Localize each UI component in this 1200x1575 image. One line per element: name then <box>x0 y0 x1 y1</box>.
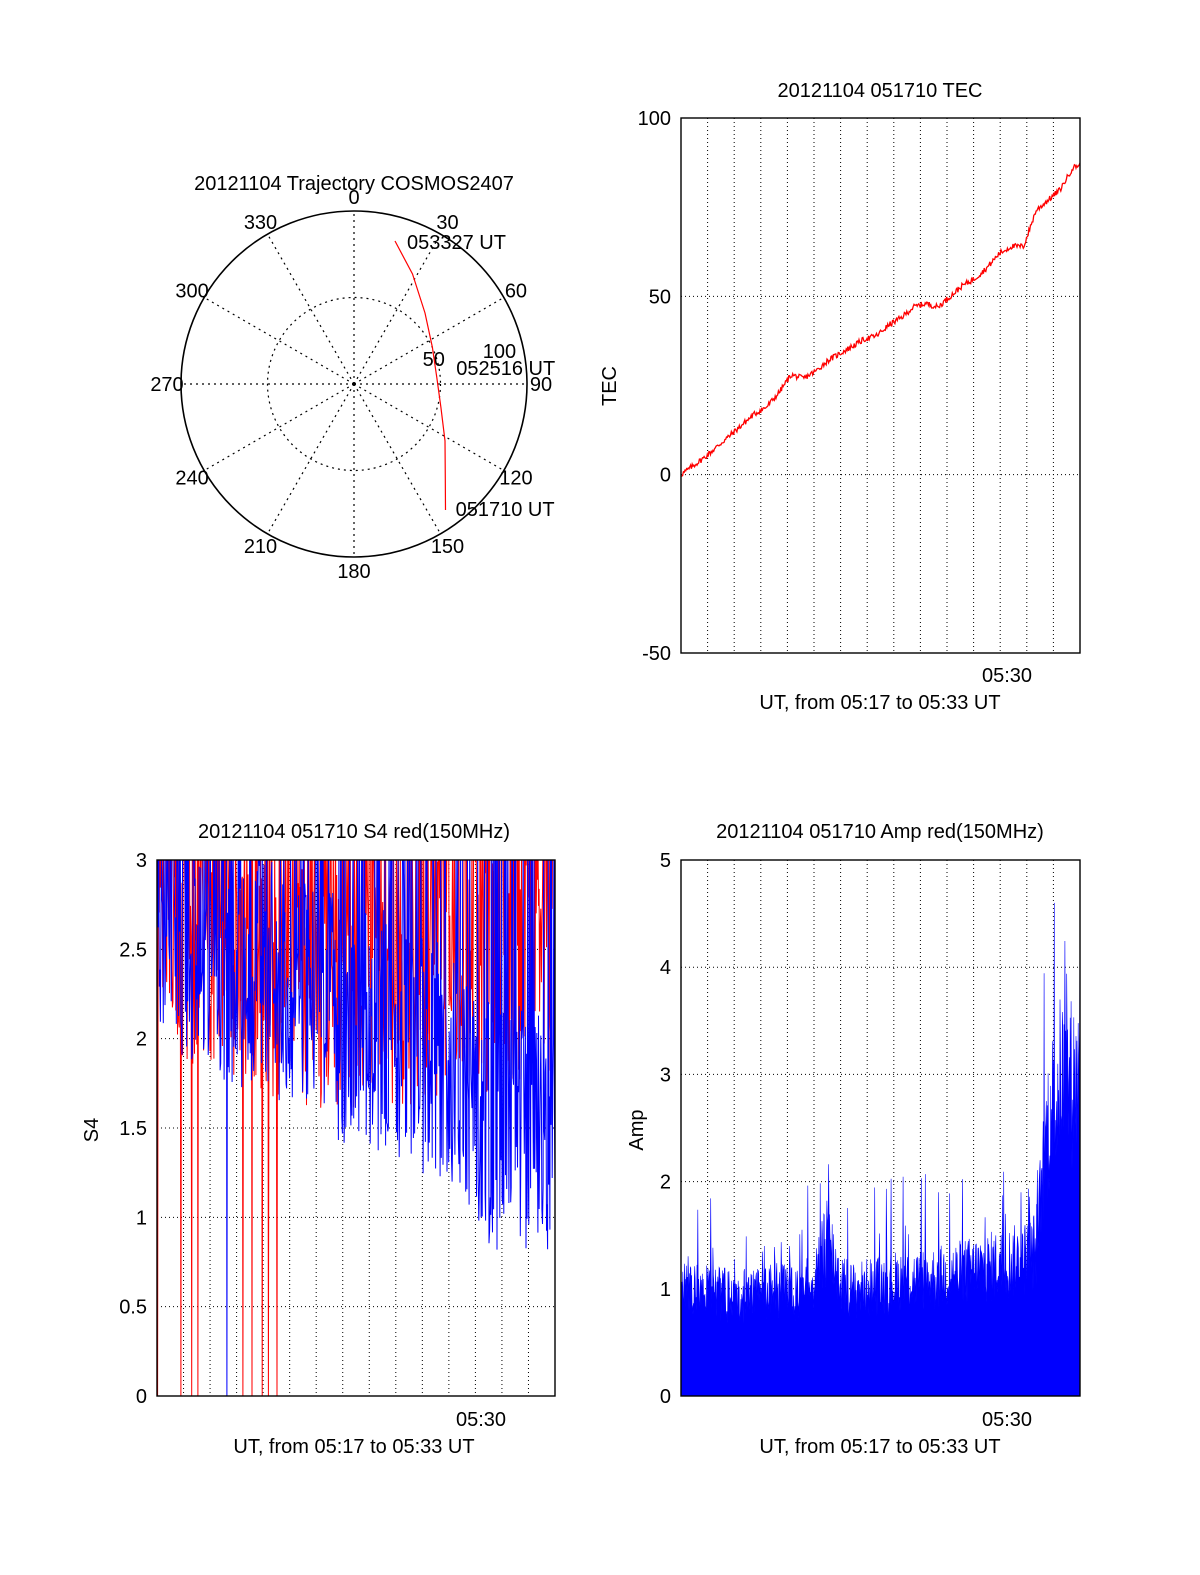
polar-angle-label: 150 <box>431 536 464 558</box>
trajectory-annotations: 053327 UT 052516 UT 051710 UT <box>407 232 555 521</box>
s4-panel: 20121104 051710 S4 red(150MHz) S4 05:30 … <box>81 821 556 1458</box>
s4-ytick-label: 0 <box>136 1386 147 1408</box>
polar-spoke <box>353 383 442 535</box>
polar-angle-label: 210 <box>244 536 277 558</box>
amp-xlabel: UT, from 05:17 to 05:33 UT <box>759 1436 1000 1458</box>
amp-panel: 20121104 051710 Amp red(150MHz) Amp 05:3… <box>626 821 1081 1458</box>
polar-angle-label: 120 <box>499 468 532 490</box>
tec-ytick-label: 50 <box>649 286 671 308</box>
polar-panel: 20121104 Trajectory COSMOS2407 0 30 60 90 12… <box>150 173 555 583</box>
tec-title: 20121104 051710 TEC <box>778 80 983 102</box>
amp-ytick-label: 4 <box>660 957 671 979</box>
amp-ytick-label: 2 <box>660 1172 671 1194</box>
s4-ytick-label: 1.5 <box>119 1118 147 1140</box>
tec-ylabel: TEC <box>599 366 621 406</box>
tec-ytick-label: -50 <box>642 643 671 665</box>
trajectory-time-label: 053327 UT <box>407 232 506 254</box>
polar-angle-label: 180 <box>337 561 370 583</box>
polar-spoke <box>353 296 505 385</box>
polar-spoke <box>353 233 442 385</box>
s4-plot-area: 0 0.5 1 1.5 2 2.5 3 <box>119 850 556 1408</box>
amp-ytick-label: 1 <box>660 1279 671 1301</box>
tec-panel: 20121104 051710 TEC TEC 05:30 UT, from 0… <box>599 80 1081 714</box>
tec-xlabel: UT, from 05:17 to 05:33 UT <box>759 692 1000 714</box>
tec-ytick-label: 100 <box>638 108 671 130</box>
polar-angle-label: 270 <box>150 374 183 396</box>
s4-ytick-label: 3 <box>136 850 147 872</box>
polar-spoke <box>353 383 505 472</box>
polar-angle-label: 30 <box>436 212 458 234</box>
amp-plot-area: 0 1 2 3 4 5 <box>660 850 1081 1408</box>
amp-axes-frame <box>680 859 1081 1397</box>
tec-axes-frame <box>680 117 1081 654</box>
s4-xtick-label: 05:30 <box>456 1409 506 1431</box>
polar-inner-circle <box>266 296 442 472</box>
trajectory-line <box>394 240 447 511</box>
polar-title: 20121104 Trajectory COSMOS2407 <box>194 173 514 195</box>
amp-ytick-label: 3 <box>660 1064 671 1086</box>
polar-spoke <box>203 383 355 472</box>
polar-angle-label: 330 <box>244 212 277 234</box>
polar-angle-label: 0 <box>348 187 359 209</box>
polar-angle-label: 60 <box>505 281 527 303</box>
s4-series-blue <box>157 860 555 1396</box>
s4-ytick-label: 0.5 <box>119 1297 147 1319</box>
s4-axes-frame <box>156 859 556 1397</box>
polar-angle-label: 240 <box>175 468 208 490</box>
amp-series-area <box>680 902 1081 1397</box>
s4-ylabel: S4 <box>81 1118 103 1142</box>
polar-angle-label: 300 <box>175 281 208 303</box>
trajectory-time-label: 052516 UT <box>456 358 555 380</box>
polar-outer-circle <box>180 210 528 558</box>
tec-xtick-label: 05:30 <box>982 665 1032 687</box>
polar-angle-label: 90 <box>530 374 552 396</box>
s4-xlabel: UT, from 05:17 to 05:33 UT <box>233 1436 474 1458</box>
amp-title: 20121104 051710 Amp red(150MHz) <box>716 821 1044 843</box>
trajectory-time-label: 051710 UT <box>456 499 555 521</box>
polar-spoke <box>203 296 355 385</box>
s4-ytick-label: 2.5 <box>119 939 147 961</box>
s4-title: 20121104 051710 S4 red(150MHz) <box>198 821 510 843</box>
amp-ylabel: Amp <box>626 1109 648 1150</box>
polar-spoke <box>266 383 355 535</box>
tec-series-line <box>680 162 1081 477</box>
tec-ytick-label: 0 <box>660 465 671 487</box>
polar-angle-labels: 0 30 60 90 120 150 180 210 240 270 300 330 <box>150 187 552 583</box>
amp-ytick-label: 0 <box>660 1386 671 1408</box>
amp-xtick-label: 05:30 <box>982 1409 1032 1431</box>
amp-ytick-label: 5 <box>660 850 671 872</box>
tec-plot-area: -50 0 50 100 <box>638 108 1081 665</box>
polar-radius-label: 100 <box>483 341 516 363</box>
polar-spoke <box>266 233 355 385</box>
s4-ytick-label: 1 <box>136 1207 147 1229</box>
s4-ytick-label: 2 <box>136 1029 147 1051</box>
polar-grid <box>180 210 528 558</box>
s4-series-group <box>157 860 555 1396</box>
